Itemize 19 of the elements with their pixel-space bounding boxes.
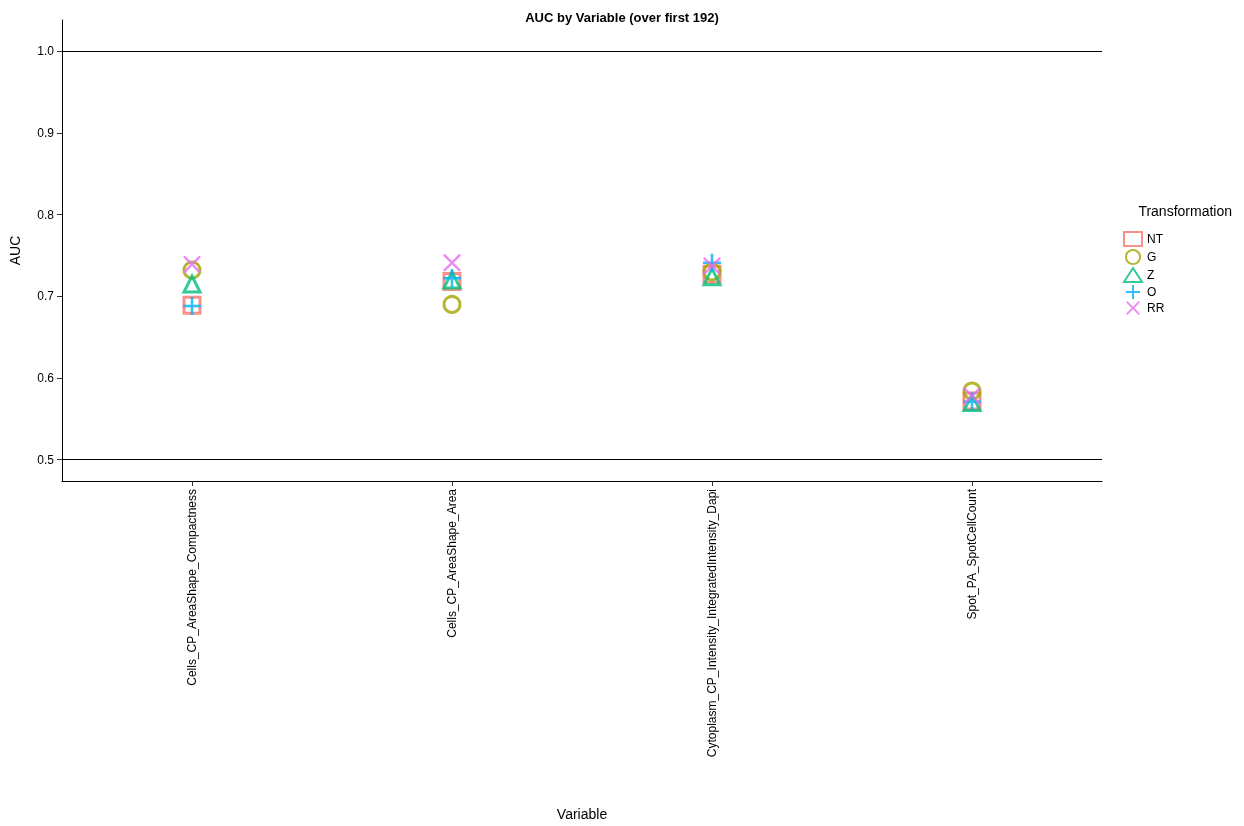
legend-label: O <box>1147 285 1157 299</box>
legend-label: NT <box>1147 232 1164 246</box>
x-tick-label: Spot_PA_SpotCellCount <box>965 488 979 620</box>
y-tick-label: 0.5 <box>37 452 55 467</box>
y-tick-label: 0.8 <box>37 207 55 222</box>
legend-label: G <box>1147 250 1157 264</box>
legend-label: Z <box>1147 268 1155 282</box>
x-axis-title: Variable <box>556 806 608 822</box>
legend-label: RR <box>1147 301 1165 315</box>
x-tick-label: Cells_CP_AreaShape_Area <box>445 488 459 638</box>
chart-title: AUC by Variable (over first 192) <box>525 10 719 25</box>
x-tick-label: Cytoplasm_CP_Intensity_IntegratedIntensity_Dapi <box>705 489 719 758</box>
legend-title: Transformation <box>1138 203 1232 219</box>
x-tick-label: Cells_CP_AreaShape_Compactness <box>185 489 199 686</box>
y-tick-label: 0.7 <box>37 289 55 304</box>
y-axis-title: AUC <box>7 235 23 266</box>
y-tick-label: 0.6 <box>37 371 55 386</box>
y-tick-label: 1.0 <box>37 44 55 59</box>
y-tick-label: 0.9 <box>37 125 55 140</box>
